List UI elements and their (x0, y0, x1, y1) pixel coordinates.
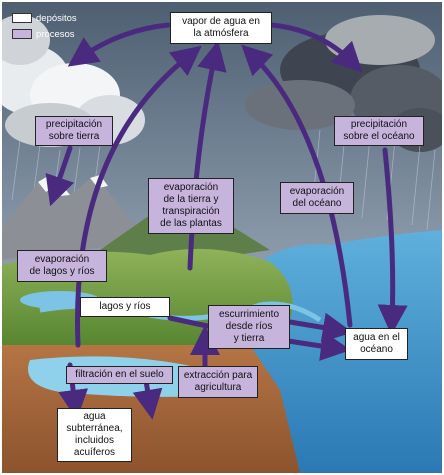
legend-deposits: depósitos (12, 12, 77, 24)
process-evapotranspiration: evaporación de la tierra y transpiración… (148, 178, 234, 234)
deposit-lakes-rivers: lagos y ríos (80, 297, 170, 317)
cycle-arrows (45, 22, 408, 420)
arrow-evap-lakes-up (75, 45, 202, 348)
legend-swatch-processes (12, 29, 32, 39)
process-evaporation-ocean: evaporación del océano (280, 182, 354, 214)
process-infiltration: filtración en el suelo (66, 366, 173, 384)
arrow-atmosphere-to-land-precip (67, 22, 171, 67)
deposit-groundwater: agua subterránea, incluidos acuíferos (57, 408, 132, 462)
process-evaporation-lakes: evaporación de lagos y ríos (17, 250, 107, 282)
arrow-atmosphere-to-ocean-precip (269, 22, 363, 73)
cloud-left-icon (0, 15, 145, 147)
arrow-evapotranspiration-up (187, 40, 227, 271)
arrow-runoff-to-ocean (287, 312, 353, 343)
legend-processes-label: procesos (36, 28, 75, 40)
process-precipitation-land: precipitación sobre tierra (35, 116, 113, 146)
deposit-ocean: agua en el océano (345, 328, 408, 360)
arrow-precip-ocean-down (377, 147, 408, 335)
legend-deposits-label: depósitos (36, 12, 77, 24)
process-runoff: escurrimiento desde ríos y tierra (208, 305, 290, 349)
arrow-evap-ocean-up (241, 44, 353, 328)
process-precipitation-ocean: precipitación sobre el océano (334, 116, 424, 146)
deposit-atmosphere: vapor de agua en la atmósfera (170, 12, 272, 44)
process-extraction-agriculture: extracción para agricultura (178, 366, 258, 398)
legend-processes: procesos (12, 28, 75, 40)
arrow-precip-land-down (45, 145, 75, 207)
legend-swatch-deposits (12, 13, 32, 23)
